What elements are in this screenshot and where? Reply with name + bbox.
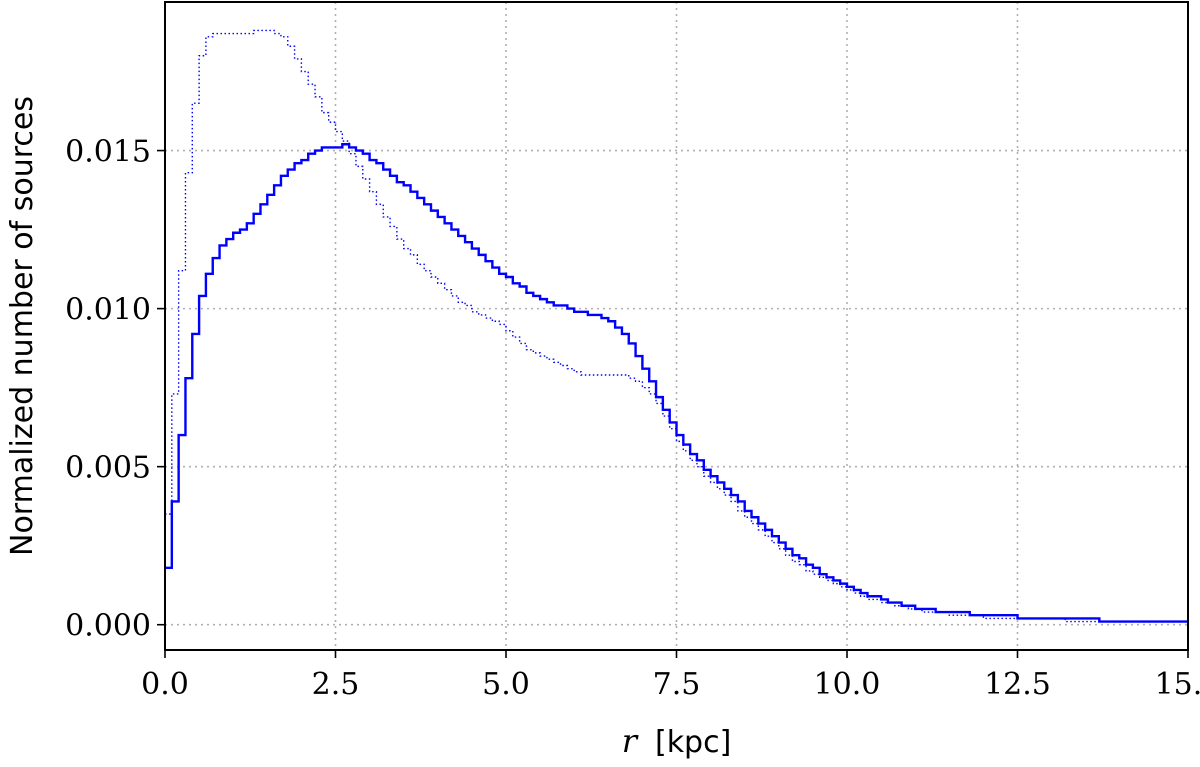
x-tick-label: 0.0 — [141, 667, 189, 702]
x-axis-ticks: 0.0 2.5 5.0 7.5 10.0 12.5 15.0 — [141, 650, 1200, 702]
y-tick-label: 0.015 — [65, 135, 151, 170]
x-tick-label: 10.0 — [814, 667, 881, 702]
x-tick-label: 7.5 — [653, 667, 701, 702]
y-axis-ticks: 0.000 0.005 0.010 0.015 — [65, 135, 165, 644]
x-tick-label: 15.0 — [1155, 667, 1200, 702]
x-axis-variable: r — [622, 722, 639, 760]
x-tick-label: 2.5 — [312, 667, 360, 702]
x-axis-label: r [kpc] — [622, 722, 732, 760]
grid-lines — [164, 2, 1189, 650]
y-tick-label: 0.005 — [65, 451, 151, 486]
x-tick-label: 5.0 — [482, 667, 530, 702]
y-tick-label: 0.010 — [65, 293, 151, 328]
y-tick-label: 0.000 — [65, 609, 151, 644]
solid-histogram-line — [165, 143, 1188, 623]
series-layer — [165, 29, 1188, 623]
x-axis-unit: [kpc] — [655, 725, 731, 760]
x-tick-label: 12.5 — [984, 667, 1051, 702]
y-axis-label: Normalized number of sources — [5, 96, 40, 556]
dotted-histogram-line — [165, 29, 1188, 623]
